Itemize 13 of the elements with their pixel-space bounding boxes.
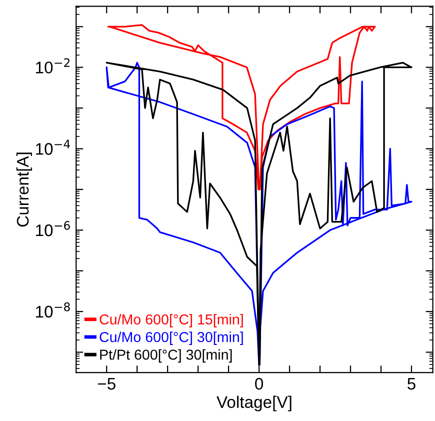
legend-label: Cu/Mo 600[°C] 15[min] — [100, 314, 243, 328]
y-axis-title: Current[A] — [16, 152, 32, 227]
legend-label: Cu/Mo 600[°C] 30[min] — [100, 332, 243, 345]
y-tick-label: 10$^{−2}$ — [36, 58, 70, 74]
x-tick-label: 0 — [255, 378, 264, 390]
y-tick-label: 10$^{−8}$ — [36, 302, 70, 318]
legend-label: Pt/Pt 600[°C] 30[min] — [100, 349, 232, 363]
x-tick-label: 5 — [408, 378, 416, 390]
y-tick-label: 10$^{−4}$ — [36, 140, 70, 155]
y-tick-label: 10$^{−6}$ — [36, 221, 70, 236]
x-axis-title: Voltage[V] — [216, 396, 292, 412]
x-tick-label: −5 — [98, 378, 116, 390]
line-series — [107, 24, 376, 190]
